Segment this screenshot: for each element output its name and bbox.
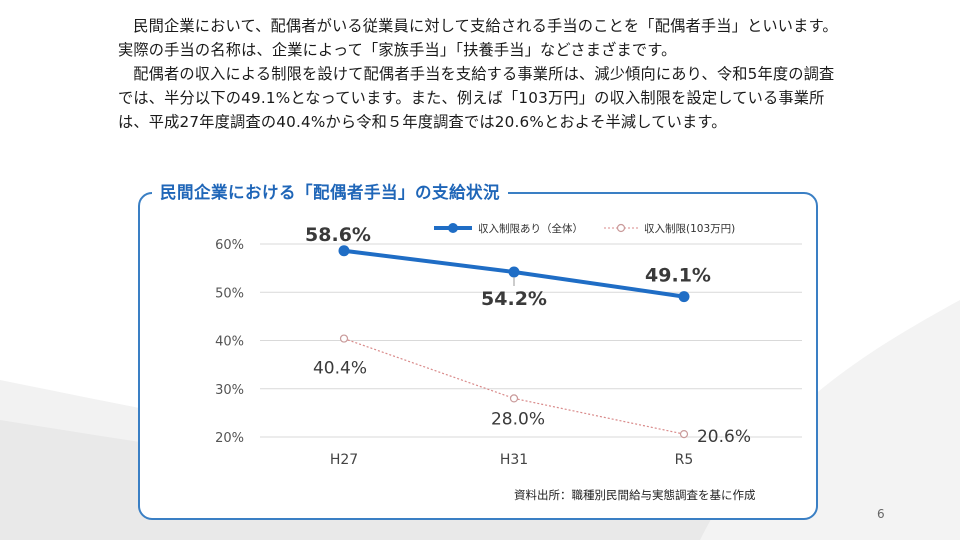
y-tick-label: 20% <box>215 431 244 446</box>
data-label-103man: 20.6% <box>697 427 751 447</box>
data-label-103man: 40.4% <box>313 359 367 379</box>
data-point-103man <box>509 394 519 403</box>
x-tick-label: H31 <box>500 452 528 468</box>
data-label-all: 49.1% <box>645 265 711 287</box>
data-point-all <box>508 266 520 278</box>
y-tick-label: 30% <box>215 383 244 398</box>
paragraph-2: 配偶者の収入による制限を設けて配偶者手当を支給する事業所は、減少傾向にあり、令和… <box>118 65 835 131</box>
y-tick-label: 50% <box>215 286 244 301</box>
source-note: 資料出所：職種別民間給与実態調査を基に作成 <box>514 488 756 502</box>
legend-label-all: 収入制限あり（全体） <box>478 222 583 235</box>
legend-marker-all <box>448 223 458 233</box>
data-label-all: 58.6% <box>305 224 371 246</box>
y-tick-label: 60% <box>215 238 244 253</box>
data-point-103man <box>339 334 349 343</box>
x-tick-label: H27 <box>330 452 358 468</box>
data-label-all: 54.2% <box>481 288 547 310</box>
data-point-all <box>678 291 690 303</box>
data-point-103man <box>679 430 689 439</box>
y-tick-label: 40% <box>215 335 244 350</box>
chart-title: 民間企業における「配偶者手当」の支給状況 <box>152 179 508 203</box>
data-label-103man: 28.0% <box>491 409 545 429</box>
page-number: 6 <box>877 507 885 521</box>
legend-label-103man: 収入制限(103万円) <box>644 222 735 235</box>
legend-marker-103man <box>616 223 626 233</box>
line-chart: 20% 30% 40% 50% 60% H27 H31 R5 58.6% 54.2% 49.1% 40… <box>215 222 802 468</box>
paragraph-1: 民間企業において、配偶者がいる従業員に対して支給される手当のことを「配偶者手当」… <box>118 17 838 59</box>
intro-text: 民間企業において、配偶者がいる従業員に対して支給される手当のことを「配偶者手当」… <box>118 14 838 134</box>
x-tick-label: R5 <box>675 452 694 468</box>
data-point-all <box>338 245 350 257</box>
